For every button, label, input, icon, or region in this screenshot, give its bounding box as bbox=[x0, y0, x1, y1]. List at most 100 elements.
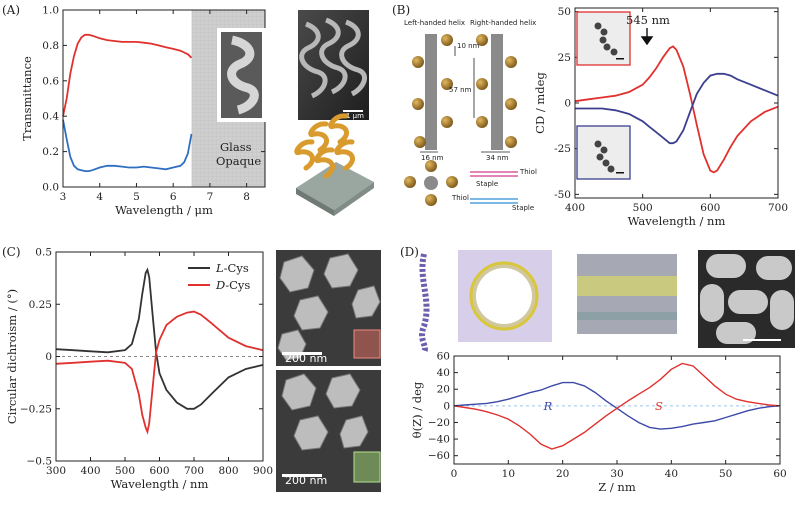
circular-dichroism-plot: 300 400 500 600 700 800 900 −0.5 −0.25 0 0.25 0.5 Wa… bbox=[5, 247, 273, 492]
theta-x-tick-label: 40 bbox=[665, 468, 678, 480]
dichroism-y-axis-label: Circular dichroism / (°) bbox=[5, 289, 19, 424]
dichroism-x-tick-label: 900 bbox=[253, 465, 273, 477]
series-label-s: S bbox=[655, 399, 663, 413]
cd-x-tick-label: 700 bbox=[768, 202, 788, 214]
dichroism-y-tick-label: 0 bbox=[45, 351, 52, 363]
theta-plot-frame bbox=[453, 355, 781, 465]
panel-b-label: (B) bbox=[392, 3, 410, 17]
cd-y-tick-label: 0 bbox=[564, 98, 571, 110]
theta-x-tick-label: 10 bbox=[502, 468, 515, 480]
transmittance-y-tick-label: 0.6 bbox=[42, 75, 59, 87]
panel-b: (B) Left-handed helix Right-handed helix… bbox=[392, 3, 788, 228]
transmittance-x-tick-label: 6 bbox=[170, 191, 177, 203]
panel-c: (C) 300 400 500 600 700 800 900 −0.5 −0.25 0 0.25 0… bbox=[2, 245, 381, 492]
theta-x-tick-label: 0 bbox=[451, 468, 458, 480]
thiol-label-bottom: Thiol bbox=[451, 194, 469, 202]
panel-a-label: (A) bbox=[2, 3, 20, 17]
panel-c-label: (C) bbox=[2, 245, 21, 259]
cd-y-tick-label: -25 bbox=[554, 143, 571, 155]
panel-d: (D) 0 10 20 30 40 50 60 60 40 20 0 −20 −40 −60 Z / nm θ… bbox=[400, 245, 795, 494]
dichroism-x-tick-label: 600 bbox=[149, 465, 169, 477]
theta-y-tick-label: 60 bbox=[437, 351, 450, 363]
staple-label-bottom: Staple bbox=[512, 204, 534, 212]
dichroism-series-l-cys-line bbox=[55, 267, 264, 410]
theta-series-s-line bbox=[453, 362, 781, 450]
cd-series-2-line bbox=[575, 72, 779, 145]
dim-16nm: 16 nm bbox=[421, 154, 444, 162]
theta-y-tick-label: −20 bbox=[428, 417, 450, 429]
panel-a: (A) 3 4 5 6 7 8 0.0 0.2 0.4 0.6 0.8 1.0 Wavelength /… bbox=[2, 3, 374, 217]
series-label-r: R bbox=[543, 399, 553, 413]
dichroism-y-tick-label: −0.5 bbox=[27, 456, 53, 468]
right-helix-label: Right-handed helix bbox=[470, 19, 536, 27]
peak-545-label: 545 nm bbox=[626, 13, 670, 27]
dichroism-x-axis-label: Wavelength / nm bbox=[111, 477, 209, 491]
dim-10nm: 10 nm bbox=[457, 42, 480, 50]
nanorod-tem-image bbox=[698, 250, 795, 348]
theta-x-tick-label: 30 bbox=[610, 468, 623, 480]
opaque-label: Opaque bbox=[216, 154, 261, 168]
dichroism-x-tick-label: 800 bbox=[218, 465, 238, 477]
dim-34nm: 34 nm bbox=[486, 154, 509, 162]
transmittance-x-tick-label: 5 bbox=[133, 191, 140, 203]
cd-y-axis-label: CD / mdeg bbox=[533, 72, 547, 134]
theta-y-tick-label: 20 bbox=[437, 384, 450, 396]
red-tem-inset bbox=[576, 11, 631, 66]
md-filament-image bbox=[419, 253, 430, 354]
cd-x-tick-label: 400 bbox=[565, 202, 585, 214]
transmittance-x-tick-label: 8 bbox=[243, 191, 250, 203]
staple-label-top: Staple bbox=[476, 180, 498, 188]
theta-x-tick-label: 20 bbox=[556, 468, 569, 480]
transmittance-y-tick-label: 0.2 bbox=[42, 146, 59, 158]
dichroism-y-tick-label: −0.25 bbox=[20, 403, 52, 415]
transmittance-y-tick-label: 0.4 bbox=[42, 111, 59, 123]
transmittance-x-tick-label: 7 bbox=[207, 191, 214, 203]
left-helix-label: Left-handed helix bbox=[404, 19, 465, 27]
theta-y-tick-label: 40 bbox=[437, 367, 450, 379]
md-cross-section-image bbox=[458, 250, 552, 342]
helix-inset-image bbox=[217, 28, 266, 122]
cd-y-tick-label: 25 bbox=[558, 52, 571, 64]
transmittance-x-tick-label: 3 bbox=[60, 191, 67, 203]
dichroism-x-tick-label: 300 bbox=[46, 465, 66, 477]
helix-3d-model-image bbox=[294, 113, 374, 216]
theta-x-tick-label: 60 bbox=[773, 468, 786, 480]
theta-y-tick-label: −60 bbox=[428, 450, 450, 462]
cd-x-tick-label: 500 bbox=[633, 202, 653, 214]
dichroism-x-tick-label: 700 bbox=[184, 465, 204, 477]
sem-scale-label: 1 μm bbox=[346, 112, 364, 120]
scale-200nm-bottom: 200 nm bbox=[285, 474, 327, 487]
cd-spectrum-plot: 400 500 600 700 -50 -25 0 25 50 Wavelength / nm CD… bbox=[533, 6, 788, 228]
peak-arrow bbox=[640, 28, 654, 46]
dichroism-y-tick-label: 0.5 bbox=[35, 247, 52, 259]
md-side-view-image bbox=[577, 254, 677, 334]
dna-helix-schematic bbox=[404, 34, 517, 206]
transmittance-x-axis-label: Wavelength / μm bbox=[115, 203, 213, 217]
thiol-staple-top bbox=[470, 171, 518, 177]
cd-y-tick-label: -50 bbox=[554, 189, 571, 201]
transmittance-x-tick-label: 4 bbox=[96, 191, 103, 203]
transmittance-y-tick-label: 0.8 bbox=[42, 40, 59, 52]
theta-y-tick-label: 0 bbox=[443, 400, 450, 412]
transmittance-series-2-line bbox=[62, 119, 193, 172]
transmittance-y-tick-label: 1.0 bbox=[42, 5, 59, 17]
glass-label: Glass bbox=[220, 140, 252, 154]
theta-x-tick-label: 50 bbox=[719, 468, 732, 480]
cd-x-axis-label: Wavelength / nm bbox=[628, 214, 726, 228]
navy-tem-inset bbox=[576, 125, 631, 180]
dichroism-series-d-cys-line bbox=[55, 310, 264, 435]
dichroism-y-tick-label: 0.25 bbox=[29, 299, 52, 311]
nanoparticle-sem-top: 200 nm bbox=[276, 250, 381, 366]
legend-label-l-cys: L-Cys bbox=[215, 261, 249, 275]
dichroism-x-tick-label: 400 bbox=[80, 465, 100, 477]
helix-array-sem-image: 1 μm bbox=[298, 10, 369, 120]
legend-label-d-cys: D-Cys bbox=[215, 278, 250, 292]
theta-y-tick-label: −40 bbox=[428, 434, 450, 446]
cd-y-tick-label: 50 bbox=[558, 6, 571, 18]
theta-y-axis-label: θ(Z) / deg bbox=[410, 381, 424, 438]
transmittance-y-tick-label: 0.0 bbox=[42, 182, 59, 194]
panel-d-label: (D) bbox=[400, 245, 419, 259]
thiol-label-top: Thiol bbox=[519, 168, 537, 176]
nanoparticle-sem-bottom: 200 nm bbox=[276, 370, 381, 492]
thiol-staple-bottom bbox=[470, 198, 518, 204]
